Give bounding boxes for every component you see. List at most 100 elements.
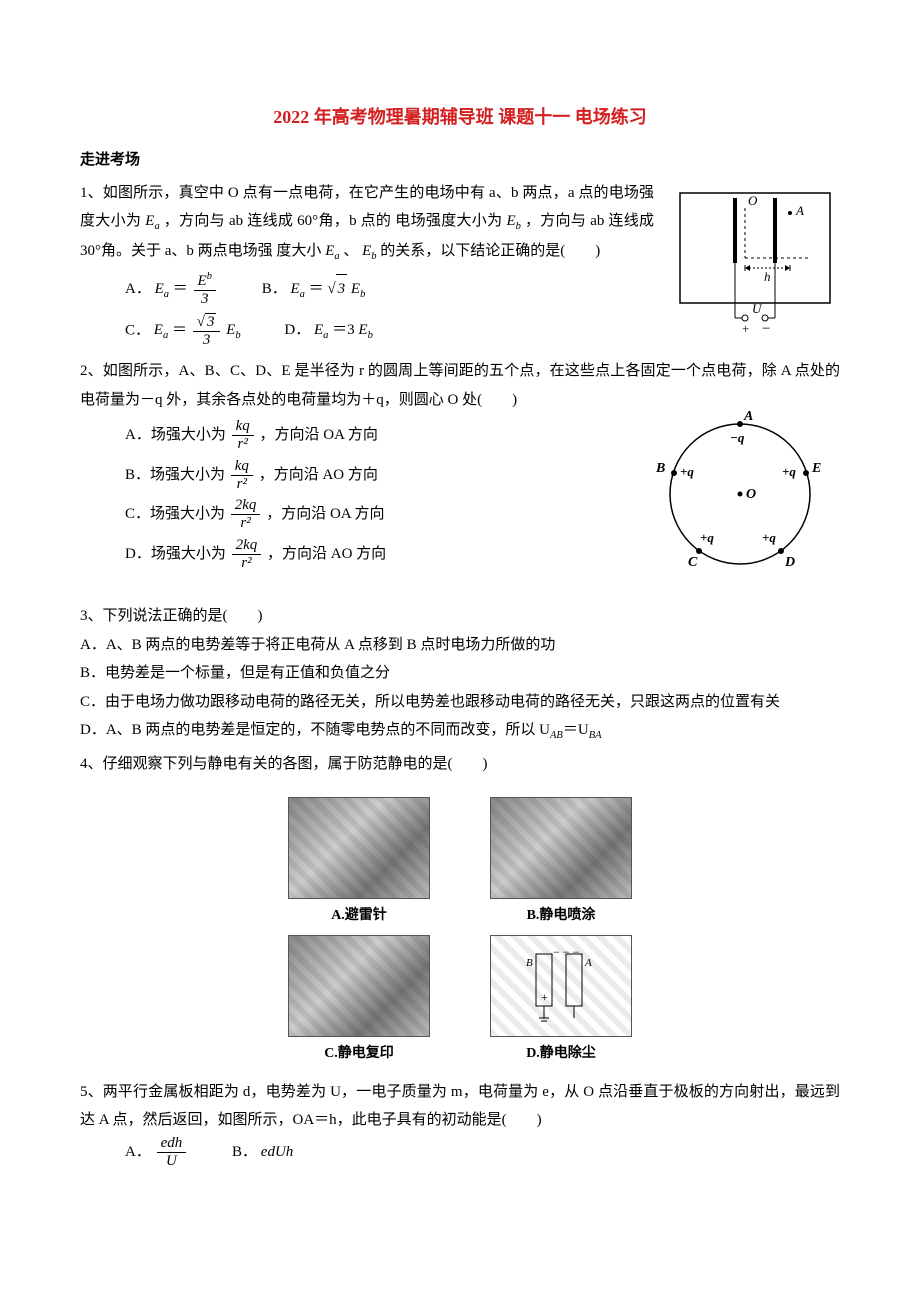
svg-text:A: A	[584, 957, 592, 969]
den: r²	[232, 436, 254, 453]
var-sub: a	[163, 330, 168, 341]
opt-dir: ，方向沿 OA 方向	[260, 427, 378, 443]
opt-dir: ，方向沿 AO 方向	[267, 546, 386, 562]
q3-opt-C: C．由于电场力做功跟移动电荷的路径无关，所以电势差也跟移动电荷的路径无关，只跟这…	[80, 688, 840, 717]
den: r²	[231, 515, 261, 532]
opt-label: A．	[125, 1144, 151, 1160]
den: r²	[232, 555, 262, 572]
var: E	[351, 281, 360, 297]
label-pq-C: +q	[700, 530, 714, 545]
num: kq	[231, 458, 253, 476]
var-sub: a	[164, 289, 169, 300]
eq: ＝3	[332, 322, 355, 338]
photo-electrostatic-spray	[490, 797, 632, 899]
q5-opt-B: B． edUh	[232, 1138, 293, 1167]
sup: b	[207, 271, 212, 282]
opt-label: B．	[232, 1144, 257, 1160]
num: E	[198, 273, 207, 289]
den: 3	[193, 332, 221, 349]
caption-B: B.静电喷涂	[490, 903, 632, 930]
var-sub: a	[300, 289, 305, 300]
q1-text-g: 的关系，以下结论正确的是( )	[380, 243, 600, 259]
var: E	[358, 322, 367, 338]
page-title: 2022 年高考物理暑期辅导班 课题十一 电场练习	[80, 100, 840, 134]
q3-opt-D: D．A、B 两点的电势差是恒定的，不随零电势点的不同而改变，所以 UAB＝UBA	[80, 716, 840, 746]
opt-label: A．	[125, 281, 151, 297]
label-O: O	[746, 487, 756, 502]
photo-electrostatic-dust: B A − − − +	[490, 935, 632, 1037]
var: E	[154, 322, 163, 338]
q1-text-e: 度大小	[276, 243, 325, 259]
q4-figD: B A − − − + D.静电除尘	[490, 935, 632, 1068]
label-D: D	[784, 555, 795, 570]
svg-text:− − −: − − −	[553, 946, 580, 959]
label-pq-D: +q	[762, 530, 776, 545]
label-A: A	[795, 203, 804, 218]
den: U	[157, 1153, 187, 1170]
var-Ea2-sub: a	[334, 251, 339, 262]
q1-opt-A: A． Ea ＝ Eb3	[125, 271, 218, 309]
opt-text: B．场强大小为	[125, 467, 225, 483]
opt-label: D．	[284, 322, 310, 338]
var: E	[290, 281, 299, 297]
q4-image-grid: A.避雷针 B.静电喷涂 C.静电复印	[80, 797, 840, 1068]
q3-D-text: D．A、B 两点的电势差是恒定的，不随零电势点的不同而改变，所以 U	[80, 722, 550, 738]
svg-text:+: +	[541, 990, 548, 1004]
question-5: 5、两平行金属板相距为 d，电势差为 U，一电子质量为 m，电荷量为 e，从 O…	[80, 1078, 840, 1171]
num: 2kq	[232, 537, 262, 555]
num: kq	[232, 418, 254, 436]
var-sub: b	[360, 289, 365, 300]
den: r²	[231, 476, 253, 493]
minus-icon: −	[762, 321, 770, 333]
eq: ＝	[172, 322, 187, 338]
var-Eb2-sub: b	[371, 251, 376, 262]
label-pq-E: +q	[782, 464, 796, 479]
q1-opt-B: B． Ea ＝ 3 Eb	[262, 274, 366, 305]
question-4: 4、仔细观察下列与静电有关的各图，属于防范静电的是( ) A.避雷针 B.静电喷…	[80, 750, 840, 1068]
den: 3	[194, 291, 216, 308]
q4-stem: 4、仔细观察下列与静电有关的各图，属于防范静电的是( )	[80, 750, 840, 779]
plus-icon: +	[742, 321, 749, 333]
q4-figB: B.静电喷涂	[490, 797, 632, 930]
caption-A: A.避雷针	[288, 903, 430, 930]
var-Ea2: E	[325, 243, 334, 259]
question-3: 3、下列说法正确的是( ) A．A、B 两点的电势差等于将正电荷从 A 点移到 …	[80, 602, 840, 746]
q4-figC: C.静电复印	[288, 935, 430, 1068]
photo-lightning-rod	[288, 797, 430, 899]
label-A: A	[743, 409, 753, 424]
svg-text:B: B	[526, 957, 533, 969]
q3-stem: 3、下列说法正确的是( )	[80, 602, 840, 631]
opt-text: D．场强大小为	[125, 546, 226, 562]
q5-options: A． edhU B． edUh	[80, 1135, 840, 1171]
label-pq-B: +q	[680, 464, 694, 479]
var-Eb: E	[506, 213, 515, 229]
eq: ＝	[309, 281, 324, 297]
section-heading: 走进考场	[80, 146, 840, 175]
var: E	[226, 322, 235, 338]
caption-D: D.静电除尘	[490, 1041, 632, 1068]
q5-opt-A: A． edhU	[125, 1135, 188, 1171]
var-sub: a	[323, 330, 328, 341]
q1-opt-C: C． Ea ＝ 33 Eb	[125, 313, 241, 350]
opt-label: B．	[262, 281, 287, 297]
label-B: B	[655, 461, 665, 476]
sub-ba: BA	[589, 730, 602, 741]
opt-val: edUh	[261, 1144, 294, 1160]
q1-text-b: ，方向与 ab 连线成 60°角，b 点的	[164, 213, 391, 229]
q1-text-c: 电场强度大小为	[395, 213, 506, 229]
q3-D-eq: ＝U	[563, 722, 589, 738]
eq: ＝	[173, 281, 188, 297]
num: edh	[157, 1135, 187, 1153]
var-sub: b	[368, 330, 373, 341]
q1-text-f: 、	[343, 243, 358, 259]
q1-diagram: O A h U + −	[670, 183, 840, 344]
label-nq: −q	[730, 430, 745, 445]
var-sub: b	[235, 330, 240, 341]
question-1: O A h U + − 1、如图所示，真空中 O 点有一点电荷，在它产生的电场中…	[80, 179, 840, 353]
label-C: C	[688, 555, 698, 570]
radicand: 3	[336, 274, 348, 304]
var-Eb-sub: b	[516, 221, 521, 232]
var-Eb2: E	[362, 243, 371, 259]
label-E: E	[811, 461, 821, 476]
sub-ab: AB	[550, 730, 563, 741]
